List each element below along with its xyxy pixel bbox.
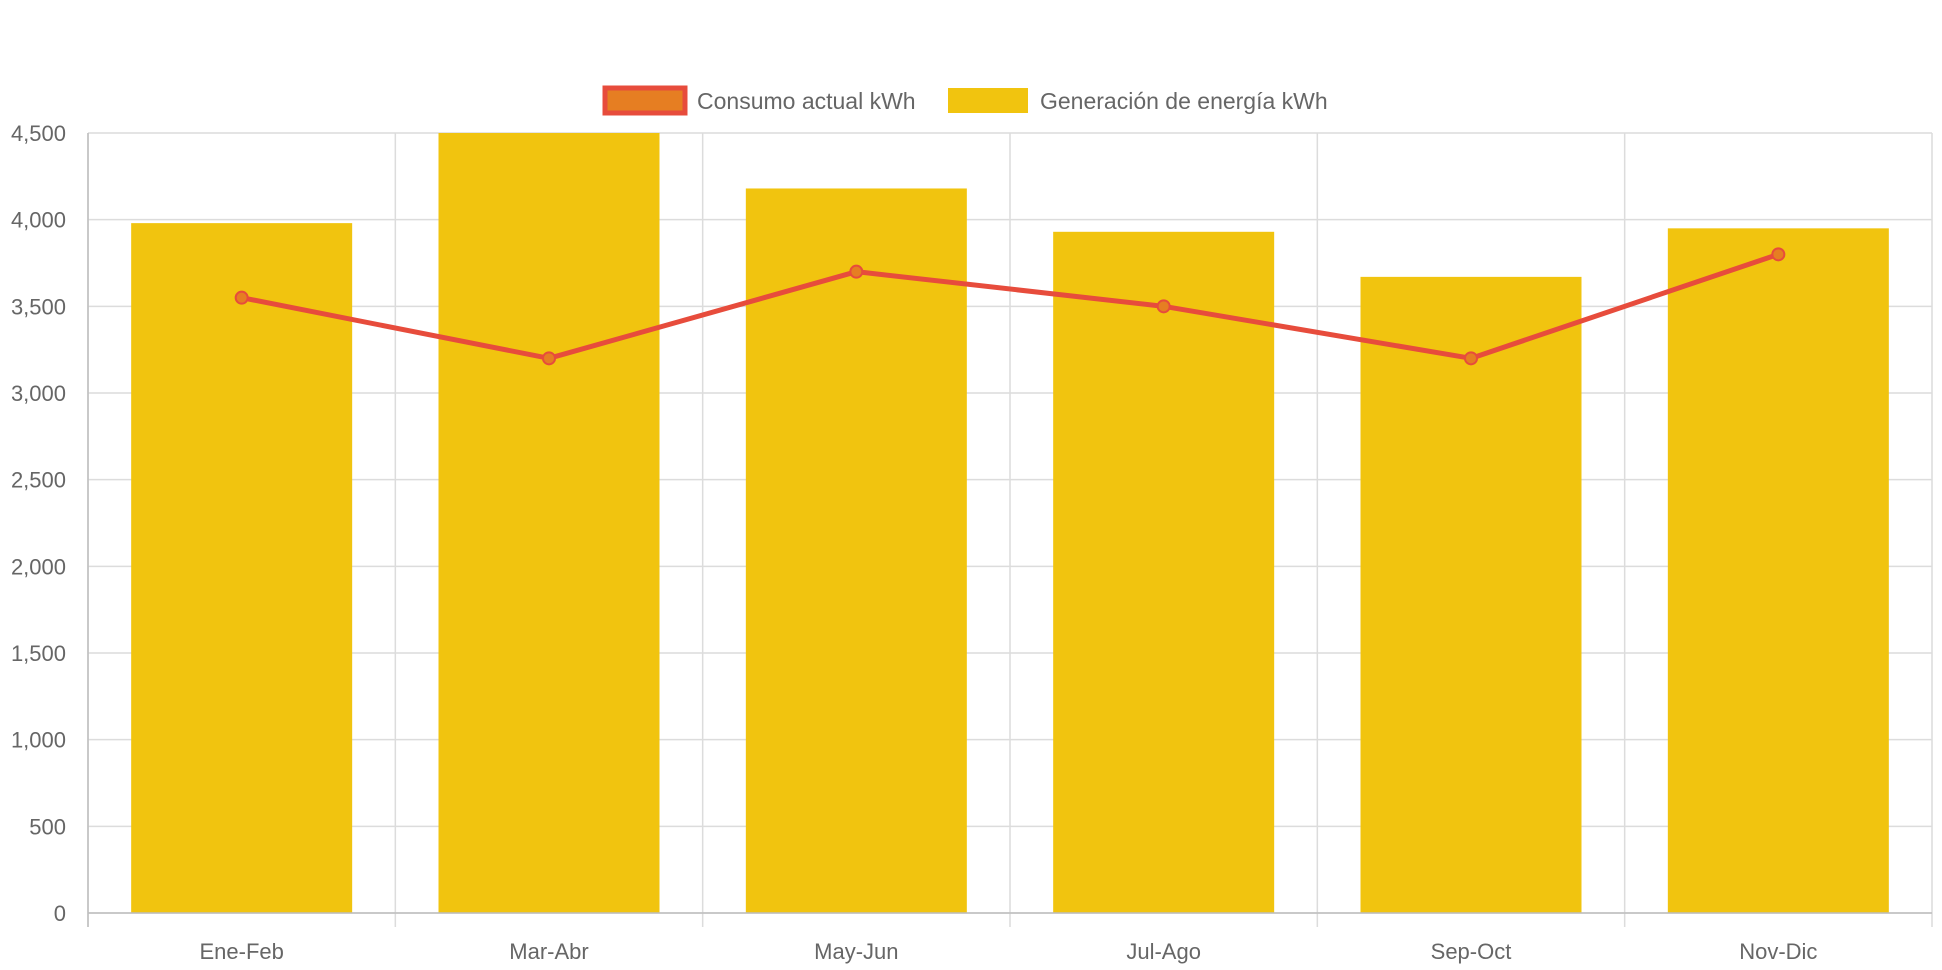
x-tick-label: May-Jun — [814, 939, 898, 964]
consumo-line — [239, 251, 1781, 361]
legend: Consumo actual kWh Generación de energía … — [602, 85, 1328, 116]
line-series — [234, 247, 1786, 366]
y-tick-label: 4,500 — [11, 121, 66, 146]
x-tick-label: Mar-Abr — [509, 939, 588, 964]
consumo-point-ene-feb — [234, 290, 249, 305]
x-tick-label: Ene-Feb — [199, 939, 283, 964]
y-tick-label: 3,000 — [11, 381, 66, 406]
y-tick-label: 0 — [54, 901, 66, 926]
consumo-point-may-jun — [849, 264, 864, 279]
y-tick-label: 4,000 — [11, 208, 66, 233]
axes: 0 500 1,000 1,500 2,000 2,500 3,000 3,500 4,000 4… — [11, 121, 1932, 964]
x-tick-label: Sep-Oct — [1431, 939, 1512, 964]
consumo-point-jul-ago — [1156, 299, 1171, 314]
bar-series — [131, 133, 1889, 914]
consumo-point-sep-oct — [1464, 351, 1478, 366]
legend-label-consumo: Consumo actual kWh — [697, 88, 916, 114]
y-tick-label: 1,500 — [11, 641, 66, 666]
y-tick-label: 3,500 — [11, 294, 66, 319]
legend-swatch-generacion — [948, 88, 1028, 113]
x-tick-label: Nov-Dic — [1739, 939, 1817, 964]
y-tick-label: 500 — [29, 814, 66, 839]
bar-mar-abr — [438, 133, 660, 913]
consumo-point-mar-abr — [542, 351, 556, 366]
legend-swatch-consumo — [602, 85, 688, 116]
bar-ene-feb — [131, 223, 353, 914]
consumo-point-nov-dic — [1771, 247, 1786, 262]
y-tick-label: 2,500 — [11, 468, 66, 493]
legend-label-generacion: Generación de energía kWh — [1040, 88, 1328, 114]
bar-may-jun — [745, 188, 967, 913]
y-tick-label: 1,000 — [11, 728, 66, 753]
grid — [87, 132, 1933, 927]
x-tick-label: Jul-Ago — [1126, 939, 1201, 964]
y-tick-label: 2,000 — [11, 554, 66, 579]
bar-nov-dic — [1667, 228, 1889, 914]
bar-jul-ago — [1053, 231, 1275, 914]
bar-sep-oct — [1360, 276, 1582, 913]
